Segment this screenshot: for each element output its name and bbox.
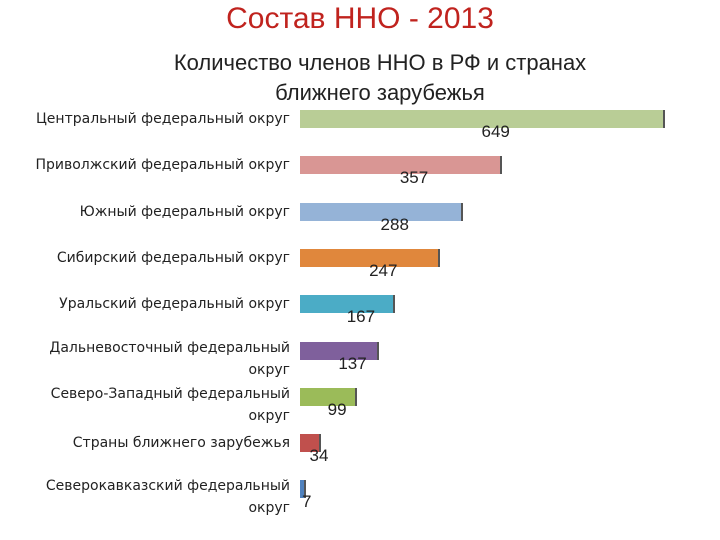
- bar: [300, 434, 320, 453]
- bar: [300, 156, 500, 175]
- category-label: Южный федеральный округ: [79, 203, 290, 220]
- value-label: 357: [399, 168, 429, 188]
- bar: [300, 387, 356, 406]
- category-label: Центральный федеральный округ: [35, 111, 290, 127]
- category-label: Северо-Западный федеральный округ: [50, 385, 290, 424]
- category-label: Приволжский федеральный округ: [35, 157, 290, 174]
- bar: [300, 341, 377, 360]
- chart-subtitle: Количество членов ННО в РФ и странах бли…: [173, 50, 587, 105]
- bar: [300, 248, 439, 267]
- bar: [300, 480, 304, 499]
- value-label: 167: [346, 307, 376, 327]
- category-label: Сибирский федеральный округ: [56, 249, 290, 266]
- category-label: Северокавказский федеральный округ: [45, 478, 290, 517]
- bar: [300, 295, 394, 314]
- category-label: Уральский федеральный округ: [59, 296, 290, 313]
- value-label: 247: [369, 260, 398, 280]
- value-label: 649: [481, 122, 510, 141]
- value-label: 137: [338, 353, 367, 373]
- category-label: Страны ближнего зарубежья: [72, 435, 290, 452]
- chart-title: Состав ННО - 2013: [226, 2, 494, 35]
- bar: [300, 110, 663, 128]
- value-label: 288: [380, 214, 409, 234]
- bar: [300, 202, 462, 221]
- value-label: 99: [327, 399, 347, 419]
- category-label: Дальневосточный федеральный округ: [49, 339, 290, 378]
- value-label: 7: [301, 492, 312, 512]
- value-label: 34: [309, 446, 329, 466]
